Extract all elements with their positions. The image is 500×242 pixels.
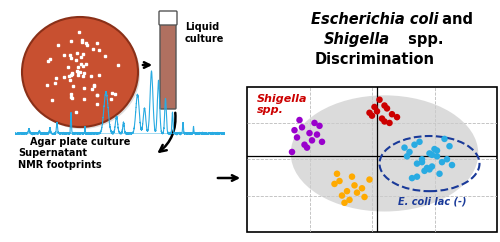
Point bbox=[378, 117, 386, 121]
Point bbox=[310, 121, 318, 125]
Ellipse shape bbox=[24, 19, 140, 129]
Point bbox=[403, 154, 411, 158]
Point bbox=[406, 150, 413, 154]
Point bbox=[290, 128, 298, 132]
Point bbox=[433, 154, 441, 158]
Point bbox=[293, 136, 301, 139]
Point bbox=[428, 165, 436, 168]
Point bbox=[393, 115, 401, 119]
FancyBboxPatch shape bbox=[159, 11, 177, 25]
Point bbox=[433, 149, 441, 152]
Point bbox=[373, 109, 381, 113]
Point bbox=[448, 163, 456, 167]
Point bbox=[413, 162, 421, 166]
Point bbox=[423, 166, 431, 170]
Ellipse shape bbox=[22, 17, 138, 127]
Point bbox=[386, 121, 394, 125]
Point bbox=[360, 195, 368, 199]
Text: spp.: spp. bbox=[403, 32, 444, 47]
Point bbox=[353, 191, 361, 195]
Ellipse shape bbox=[291, 95, 478, 212]
Text: and: and bbox=[437, 12, 473, 27]
Point bbox=[388, 112, 396, 116]
Point bbox=[306, 131, 314, 135]
Point bbox=[416, 140, 424, 144]
Point bbox=[340, 201, 348, 205]
Point bbox=[336, 179, 344, 183]
Point bbox=[338, 194, 346, 197]
Point bbox=[343, 189, 351, 193]
Point bbox=[430, 147, 438, 151]
Point bbox=[308, 138, 316, 142]
Point bbox=[296, 118, 304, 122]
Point bbox=[288, 150, 296, 154]
Text: Shigella: Shigella bbox=[324, 32, 390, 47]
Point bbox=[350, 183, 358, 187]
Point bbox=[316, 124, 324, 128]
FancyArrowPatch shape bbox=[160, 113, 176, 152]
Point bbox=[330, 182, 338, 186]
Point bbox=[380, 120, 388, 123]
Point bbox=[440, 137, 448, 141]
Point bbox=[428, 153, 436, 157]
Text: E. coli lac (-): E. coli lac (-) bbox=[398, 197, 466, 207]
Text: Agar plate culture: Agar plate culture bbox=[30, 137, 130, 147]
Point bbox=[376, 98, 384, 102]
Point bbox=[413, 175, 421, 179]
Point bbox=[443, 157, 451, 161]
Point bbox=[446, 144, 454, 148]
Point bbox=[380, 104, 388, 107]
Point bbox=[420, 169, 428, 173]
Point bbox=[383, 106, 391, 110]
Point bbox=[426, 151, 434, 155]
Text: Supernatant
NMR footprints: Supernatant NMR footprints bbox=[18, 148, 102, 170]
Point bbox=[313, 133, 321, 136]
Point bbox=[426, 167, 434, 171]
Point bbox=[368, 114, 376, 118]
Text: Shigella
spp.: Shigella spp. bbox=[257, 94, 308, 115]
Point bbox=[438, 160, 446, 164]
Point bbox=[370, 105, 378, 109]
Point bbox=[436, 172, 444, 176]
Point bbox=[333, 172, 341, 176]
Point bbox=[300, 143, 308, 147]
Text: Escherichia coli: Escherichia coli bbox=[311, 12, 439, 27]
Point bbox=[418, 157, 426, 161]
Point bbox=[358, 186, 366, 190]
Point bbox=[408, 176, 416, 180]
Point bbox=[400, 146, 408, 150]
Point bbox=[318, 140, 326, 144]
Point bbox=[303, 146, 311, 150]
Point bbox=[410, 143, 418, 147]
Text: Discrimination: Discrimination bbox=[315, 52, 435, 67]
Point bbox=[366, 111, 374, 115]
Point bbox=[366, 178, 374, 182]
Text: Liquid
culture: Liquid culture bbox=[185, 22, 224, 44]
Point bbox=[346, 198, 354, 202]
Point bbox=[298, 125, 306, 129]
FancyBboxPatch shape bbox=[160, 23, 176, 109]
Point bbox=[418, 160, 426, 164]
Point bbox=[348, 175, 356, 179]
